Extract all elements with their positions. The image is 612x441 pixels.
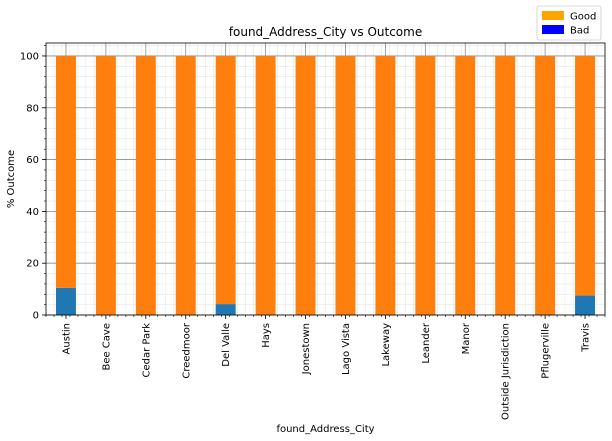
legend-swatch-bad (542, 25, 564, 34)
x-tick-label: Hays (261, 323, 272, 348)
bar-good-creedmoor (175, 55, 196, 315)
bar-bad-del-valle (215, 304, 236, 315)
y-tick-label: 60 (26, 155, 39, 166)
y-tick-label: 20 (26, 259, 39, 270)
x-tick-label: Cedar Park (141, 323, 152, 378)
legend: Good Bad (536, 5, 602, 41)
x-tick-label: Outside Jurisdiction (501, 323, 512, 420)
bar-good-lakeway (375, 55, 396, 315)
x-tick-label: Pflugerville (541, 323, 552, 379)
bar-good-manor (455, 55, 476, 315)
y-tick-label: 40 (26, 207, 39, 218)
y-tick-label: 0 (33, 311, 39, 322)
y-tick-label: 80 (26, 103, 39, 114)
x-axis-title: found_Address_City (276, 424, 374, 435)
x-tick-label: Bee Cave (101, 323, 112, 371)
x-tick-label: Jonestown (301, 323, 312, 375)
bar-good-lago-vista (335, 55, 356, 315)
bar-good-austin (55, 55, 76, 288)
x-tick-label: Creedmoor (181, 322, 192, 379)
y-tick-label: 100 (20, 51, 39, 62)
x-tick-label: Leander (421, 322, 432, 364)
axis-ticks: 0 20 40 60 80 100 Austin Bee Cave Cedar Park Cree… (20, 45, 606, 420)
bar-good-leander (415, 55, 436, 315)
bar-good-pflugerville (535, 55, 556, 315)
bar-good-jonestown (295, 55, 316, 315)
x-tick-label: Manor (461, 322, 472, 354)
x-tick-label: Travis (581, 323, 592, 353)
x-tick-label: Lago Vista (341, 323, 352, 375)
bars (55, 55, 596, 315)
bar-good-bee-cave (95, 55, 116, 315)
bar-good-travis (575, 55, 596, 296)
bar-bad-travis (575, 295, 596, 315)
x-tick-label: Austin (61, 323, 72, 354)
x-tick-label: Del Valle (221, 323, 232, 367)
legend-swatch-good (542, 11, 564, 20)
bar-good-cedar-park (135, 55, 156, 315)
bar-bad-austin (55, 287, 76, 315)
y-axis-title: % Outcome (6, 150, 17, 208)
chart-title: found_Address_City vs Outcome (229, 25, 422, 39)
x-tick-label: Lakeway (381, 323, 392, 367)
legend-label-bad: Bad (570, 26, 589, 37)
legend-label-good: Good (570, 12, 596, 23)
bar-good-hays (255, 55, 276, 315)
bar-good-del-valle (215, 55, 236, 305)
bar-good-outside-jurisdiction (495, 55, 516, 315)
